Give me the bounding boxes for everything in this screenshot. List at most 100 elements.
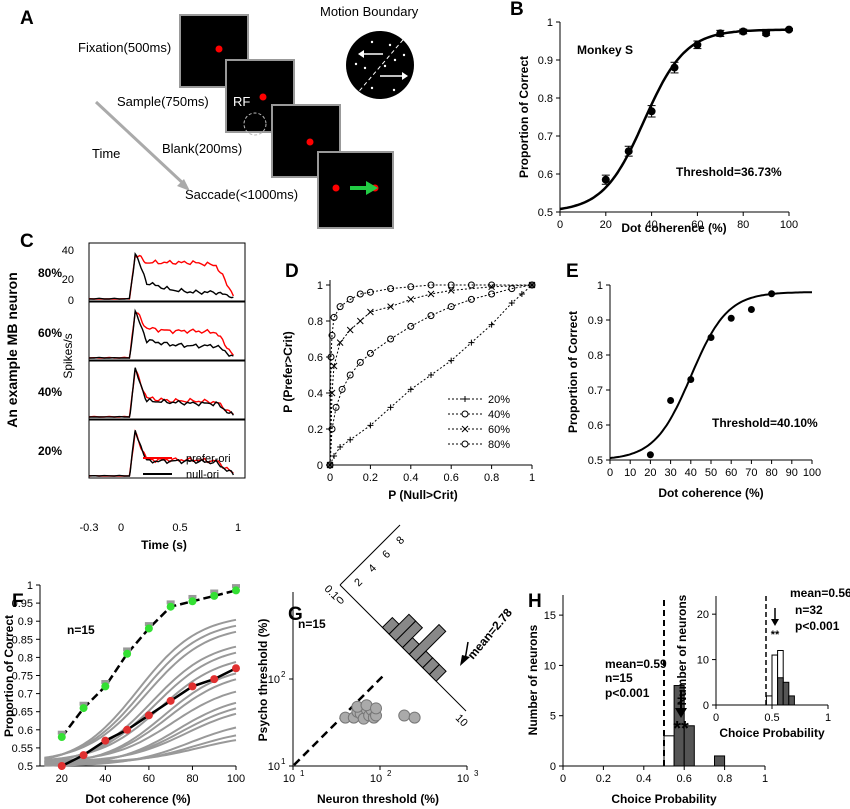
panel-f: F 20 40 60 80 100 0.5 0.55 0.6 0.65 0.7 0.75 0.8 0.8…: [2, 580, 245, 806]
saccade-arrow-head: [366, 181, 378, 195]
c-row-frame: [88, 301, 246, 361]
f-point: [57, 762, 66, 770]
f-single-neuron-curves: [44, 618, 237, 767]
e-xtick-label: 30: [664, 467, 676, 479]
h-xtick-label: 0: [560, 773, 566, 785]
f-ytick-label: 0.95: [12, 598, 33, 610]
d-ytick-label: 1: [317, 280, 323, 292]
d-marker: [518, 291, 525, 297]
f-point: [123, 725, 132, 734]
d-xtick-label: 0.2: [363, 472, 378, 484]
d-marker: [447, 287, 455, 294]
e-threshold: Threshold=40.10%: [712, 416, 818, 430]
d-marker: [346, 295, 354, 303]
f-point: [144, 711, 153, 720]
d-xtick-label: 0.4: [403, 472, 418, 484]
d-xlabel: P (Null>Crit): [388, 488, 457, 502]
d-marker: [330, 313, 338, 321]
h-xtick-label: 0.8: [717, 773, 732, 785]
e-xtick-label: 90: [786, 467, 798, 479]
b-xtick-label: 40: [645, 219, 657, 231]
f-point: [144, 624, 153, 633]
panel-g: G 10 1 10 2 10 310 110 2 0 2 4 6 8 0.1 10 mean=…: [256, 524, 515, 806]
g-diagonal-histogram: 0 2 4 6 8 0.1 10 mean=2.78: [322, 524, 515, 729]
c-side-label: An example MB neuron: [4, 272, 20, 428]
f-n: n=15: [67, 623, 95, 637]
b-xtick-label: 0: [557, 219, 563, 231]
f-errorbar: [101, 680, 110, 685]
d-marker: [427, 312, 435, 320]
e-ytick-label: 0.5: [588, 455, 603, 467]
f-ylabel: Proportion of Correct: [2, 615, 16, 737]
f-xlabel: Dot coherence (%): [85, 792, 190, 806]
e-point: [667, 397, 675, 404]
d-marker: [488, 290, 496, 298]
f-point: [210, 675, 219, 684]
g-point: [408, 711, 421, 724]
g-hist-tick-2: 2: [352, 576, 365, 589]
b-data-points: [601, 25, 793, 185]
d-ytick-label: 0.4: [308, 388, 323, 400]
g-unity-line: [293, 673, 386, 766]
f-mean-curves: [57, 584, 240, 770]
f-grey-curve: [44, 661, 237, 761]
d-legend-marker: [461, 410, 469, 418]
d-marker: [468, 339, 475, 346]
d-marker: [508, 285, 516, 293]
h-mean-arrowhead: [675, 708, 687, 718]
time-label: Time: [92, 146, 120, 161]
h-n: n=15: [605, 671, 633, 685]
d-marker: [467, 295, 475, 303]
c-row-panel: [88, 301, 246, 361]
sample-dot: [259, 93, 267, 101]
g-hist-tick-8: 8: [394, 534, 407, 547]
f-point: [232, 664, 240, 673]
f-xtick-label: 20: [56, 773, 68, 785]
d-xtick-label: 0: [327, 472, 333, 484]
c-psth-null-ori: [89, 251, 234, 300]
d-legend-marker: [461, 440, 469, 448]
h-bars: [663, 685, 726, 767]
e-point: [747, 306, 755, 313]
d-xtick-label: 1: [529, 472, 535, 484]
d-marker: [448, 357, 455, 364]
b-ytick-label: 0.7: [538, 131, 553, 143]
g-xtick-exp: 2: [387, 769, 392, 778]
e-ytick-label: 1: [597, 280, 603, 292]
d-ytick-label: 0.8: [308, 316, 323, 328]
f-grey-curve: [44, 651, 237, 763]
d-marker: [387, 303, 394, 310]
d-marker: [330, 362, 338, 370]
h-inset-bar-filled: [777, 677, 784, 706]
b-xtick-label: 20: [600, 219, 612, 231]
c-row-frame: [88, 419, 246, 479]
c-xtick-3: 0.5: [172, 522, 187, 534]
d-marker: [427, 290, 435, 298]
d-marker: [336, 339, 344, 346]
h-xtick-label: 0.4: [636, 773, 651, 785]
c-psth-null-ori: [89, 367, 234, 418]
panel-c: C An example MB neuron 80% 60% 40% 20% 4…: [4, 231, 246, 552]
g-hist-scale-max: 10: [453, 712, 470, 729]
c-ytick-20: 20: [62, 274, 74, 286]
g-hist-count-axis: [339, 524, 401, 586]
b-threshold: Threshold=36.73%: [676, 165, 782, 179]
d-ylabel: P (Prefer>Crit): [281, 331, 295, 412]
e-ytick-label: 0.6: [588, 420, 603, 432]
b-ytick-label: 0.8: [538, 93, 553, 105]
h-inset-xtick-label: 1: [825, 712, 831, 724]
e-fit-line: [609, 291, 812, 460]
h-stars: **: [673, 718, 689, 740]
b-xtick-label: 80: [737, 219, 749, 231]
c-row-panel: [88, 360, 246, 420]
c-row-panel: [88, 242, 246, 302]
h-inset-mean: mean=0.56: [790, 586, 850, 600]
c-psth-prefer-ori: [88, 367, 234, 418]
g-ytick-label: 10: [268, 761, 280, 773]
d-marker: [387, 335, 395, 343]
h-inset-ytick-label: 0: [703, 700, 709, 712]
d-marker: [328, 331, 336, 339]
b-ytick-label: 0.5: [538, 207, 553, 219]
f-errorbar: [166, 600, 175, 605]
